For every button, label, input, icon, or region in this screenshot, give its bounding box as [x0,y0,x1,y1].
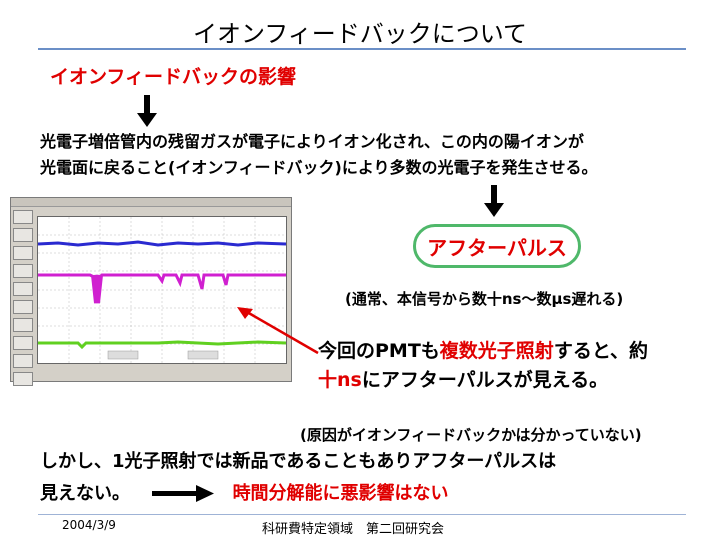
afterpulse-callout: アフターパルス [413,224,581,268]
pmt-line2-highlight: 十ns [318,369,362,391]
footer-text: 科研費特定領域 第二回研究会 [262,522,445,537]
conclusion-text: しかし、1光子照射では新品であることもありアフターパルスは 見えない。 時間分解… [40,446,556,510]
scope-display [37,216,287,364]
scope-status-bar [37,364,285,378]
right-arrow-icon [152,485,215,502]
section-subtitle: イオンフィードバックの影響 [50,66,297,88]
conclusion-highlight: 時間分解能に悪影響はない [232,483,449,504]
pmt-line1-prefix: 今回のPMTも [318,340,440,362]
explanation-text: 光電子増倍管内の残留ガスが電子によりイオン化され、この内の陽イオンが 光電面に戻… [40,129,700,181]
down-arrow-icon [137,95,157,127]
title-rule [38,48,686,50]
red-pointer-arrow-icon [237,307,319,355]
pmt-line1-suffix: すると、約 [553,340,649,362]
afterpulse-delay-note: (通常、本信号から数十ns～数μs遅れる) [345,290,624,308]
conclusion-line-2: 見えない。 [40,483,130,504]
slide-title: イオンフィードバックについて [192,20,528,48]
pmt-line2-suffix: にアフターパルスが見える。 [361,369,609,391]
scope-menu-bar [11,198,291,207]
explanation-line-1: 光電子増倍管内の残留ガスが電子によりイオン化され、この内の陽イオンが [40,132,584,151]
oscilloscope-screenshot [10,197,292,386]
conclusion-line-1: しかし、1光子照射では新品であることもありアフターパルスは [40,451,557,472]
footer-rule [38,514,686,515]
pmt-observation: 今回のPMTも複数光子照射すると、約 十nsにアフターパルスが見える。 [318,337,648,395]
scope-traces [37,217,287,363]
explanation-line-2: 光電面に戻ること(イオンフィードバック)により多数の光電子を発生させる。 [40,158,598,177]
cause-note: (原因がイオンフィードバックかは分かっていない) [300,426,642,444]
pmt-line1-highlight: 複数光子照射 [439,340,554,362]
scope-toolbar [13,208,35,386]
footer-date: 2004/3/9 [62,518,116,532]
down-arrow-icon [484,185,504,217]
